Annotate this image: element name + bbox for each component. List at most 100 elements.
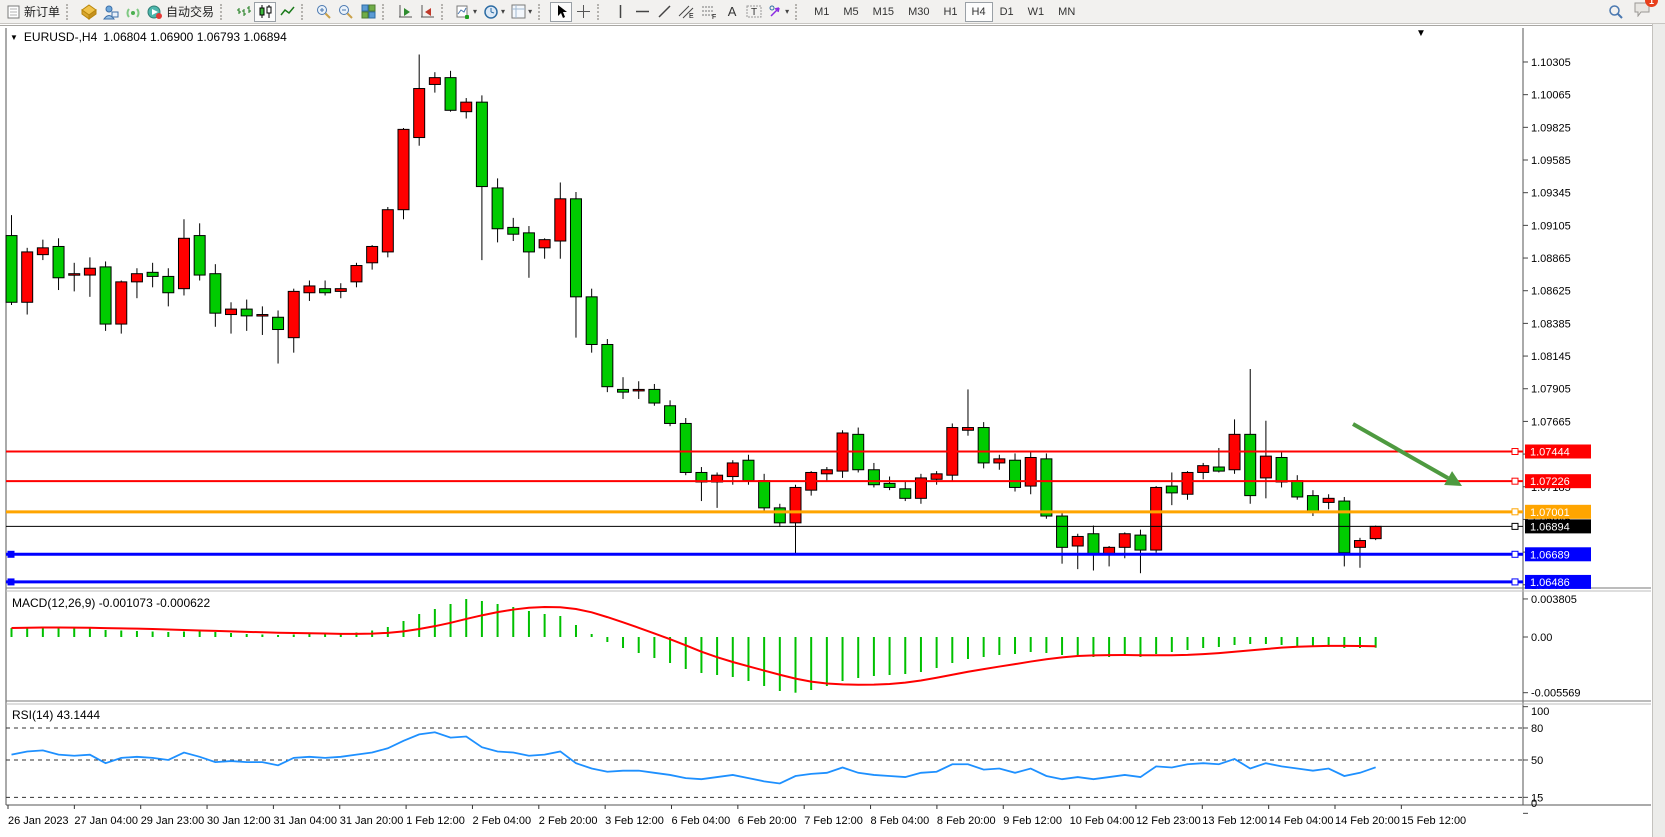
cursor-icon: [557, 5, 567, 18]
new-order-button[interactable]: 新订单: [4, 2, 63, 22]
vertical-line-button[interactable]: [609, 2, 631, 22]
market-button[interactable]: [78, 2, 100, 22]
window-right-gutter: [1652, 24, 1665, 837]
text-button[interactable]: A: [721, 2, 743, 22]
candle-body: [193, 235, 206, 276]
crosshair-button[interactable]: [572, 2, 594, 22]
candle-body: [303, 285, 316, 294]
line-chart-icon: [279, 6, 295, 16]
rsi-tick-label: 80: [1531, 723, 1543, 735]
fibonacci-button[interactable]: F: [698, 2, 721, 22]
candle-body: [1291, 480, 1304, 498]
chart-title: ▼ EURUSD-,H4 1.06804 1.06900 1.06793 1.0…: [10, 30, 287, 44]
trendline-button[interactable]: [653, 2, 675, 22]
time-tick-label: 14 Feb 04:00: [1269, 815, 1334, 827]
trend-arrow-line[interactable]: [1352, 422, 1450, 480]
zoom-out-button[interactable]: [335, 2, 357, 22]
auto-scroll-button[interactable]: [394, 2, 416, 22]
candle-body: [36, 247, 49, 256]
macd-name: MACD(12,26,9): [12, 596, 96, 610]
hline-right-handle[interactable]: [1511, 448, 1519, 455]
candle-body: [5, 235, 18, 303]
hline-right-handle[interactable]: [1511, 477, 1519, 485]
timeframe-H4[interactable]: H4: [964, 1, 993, 22]
candle-body: [1009, 459, 1022, 488]
candle-body: [522, 232, 535, 253]
rsi-tick-label: 15: [1531, 792, 1543, 804]
candle-body: [1275, 456, 1288, 483]
candle-body: [930, 473, 943, 480]
chat-button[interactable]: 1: [1633, 0, 1658, 22]
hline-left-handle[interactable]: [7, 578, 15, 586]
horizontal-line-button[interactable]: [631, 2, 653, 22]
hline-right-handle[interactable]: [1511, 578, 1519, 586]
text-label-button[interactable]: T: [743, 2, 765, 22]
timeframe-M30[interactable]: M30: [908, 5, 930, 18]
arrows-button[interactable]: ▾: [765, 2, 792, 22]
signals-button[interactable]: [100, 2, 122, 22]
time-tick-label: 14 Feb 20:00: [1335, 815, 1400, 827]
candle-body: [1087, 533, 1100, 555]
price-line-label-box: [1525, 519, 1591, 534]
chart-menu-arrow-icon[interactable]: ▼: [1416, 28, 1426, 39]
macd-signal-line: [11, 605, 1376, 686]
candle-body: [475, 101, 488, 188]
macd-tick-label: -0.005569: [1531, 688, 1581, 700]
candle-body: [1150, 486, 1163, 551]
indicators-button[interactable]: ▾: [453, 2, 480, 22]
bar-chart-button[interactable]: [232, 2, 254, 22]
channel-button[interactable]: E: [675, 2, 698, 22]
templates-button[interactable]: ▾: [508, 2, 535, 22]
tile-windows-button[interactable]: [357, 2, 379, 22]
candle-body: [319, 288, 332, 294]
candle-body: [1353, 540, 1366, 548]
candle-body: [146, 271, 159, 277]
timeframe-M1[interactable]: M1: [814, 5, 830, 18]
candle-body: [1212, 466, 1225, 472]
candle-body: [601, 343, 614, 388]
price-line-label: 1.06689: [1530, 549, 1570, 561]
candle-body: [1118, 533, 1131, 548]
zoom-in-button[interactable]: [313, 2, 335, 22]
timeframe-D1[interactable]: D1: [999, 5, 1014, 18]
bar-chart-icon: [236, 6, 251, 16]
timeframe-MN[interactable]: MN: [1058, 5, 1076, 18]
hline-right-handle[interactable]: [1511, 550, 1519, 558]
time-tick-label: 31 Jan 04:00: [273, 815, 337, 827]
timeframe-H1[interactable]: H1: [943, 5, 958, 18]
candle-body: [1071, 535, 1084, 547]
candle-body: [1040, 458, 1053, 517]
vps-button[interactable]: [122, 2, 144, 22]
trend-arrow-head[interactable]: [1444, 471, 1462, 486]
timeframe-toolbar: M1 M5 M15 M30 H1 H4 D1 W1 MN: [807, 1, 1082, 22]
search-button[interactable]: [1605, 2, 1627, 22]
cursor-button[interactable]: [550, 1, 573, 22]
periods-button[interactable]: ▾: [480, 2, 508, 22]
autotrading-button[interactable]: 自动交易: [144, 2, 217, 22]
candle-body: [1322, 497, 1335, 503]
chart-window[interactable]: ▼ EURUSD-,H4 1.06804 1.06900 1.06793 1.0…: [0, 24, 1665, 837]
chart-shift-button[interactable]: [416, 2, 438, 22]
timeframe-M5[interactable]: M5: [843, 5, 859, 18]
one-click-arrow-icon[interactable]: ▼: [10, 32, 18, 42]
time-tick-label: 27 Jan 04:00: [74, 815, 138, 827]
hline-right-handle[interactable]: [1511, 508, 1519, 516]
toolbar-right-tools: 1: [1605, 0, 1661, 22]
hline-right-handle[interactable]: [1511, 522, 1519, 530]
timeframe-M15[interactable]: M15: [872, 5, 895, 18]
time-axis[interactable]: 26 Jan 2023 27 Jan 04:00 29 Jan 23:00 30 Ja…: [7, 805, 1466, 827]
candle-body: [1134, 534, 1147, 551]
macd-tick-label: 0.003805: [1531, 594, 1577, 606]
candle-body: [993, 458, 1006, 464]
timeframe-W1[interactable]: W1: [1027, 5, 1045, 18]
candle-body: [350, 265, 363, 283]
price-line-label: 1.07001: [1530, 507, 1570, 519]
hline-left-handle[interactable]: [7, 550, 15, 558]
equidistant-channel-icon: E: [678, 5, 694, 19]
candlestick-chart-button[interactable]: [254, 1, 277, 22]
chart-canvas[interactable]: 1.10305 1.10065 1.09825 1.09585 1.09345 1.091…: [0, 24, 1665, 837]
time-tick-label: 26 Jan 2023: [8, 815, 69, 827]
price-tick-label: 1.07905: [1531, 384, 1571, 396]
line-chart-button[interactable]: [276, 2, 298, 22]
